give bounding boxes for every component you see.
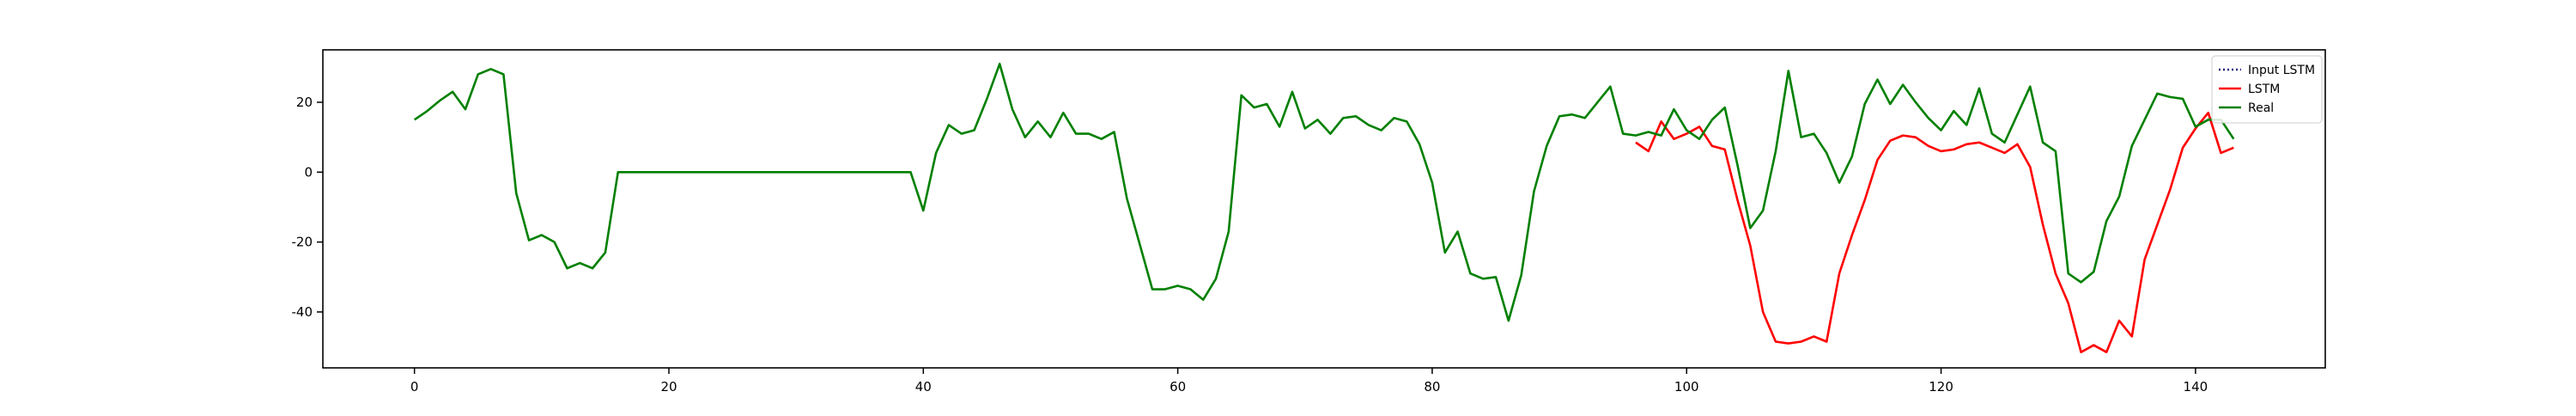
y-tick-label: 20 bbox=[296, 95, 313, 110]
y-tick-label: -40 bbox=[292, 304, 313, 320]
x-tick-label: 100 bbox=[1674, 379, 1699, 395]
x-tick-label: 60 bbox=[1170, 379, 1186, 395]
legend: Input LSTM LSTM Real bbox=[2211, 55, 2323, 124]
x-tick-label: 20 bbox=[660, 379, 677, 395]
legend-label: LSTM bbox=[2248, 83, 2280, 96]
x-tick-label: 120 bbox=[1929, 379, 1953, 395]
x-tick-label: 80 bbox=[1424, 379, 1440, 395]
series-line-lstm bbox=[1635, 111, 2234, 354]
y-tick-label: 0 bbox=[304, 164, 313, 180]
x-tick-label: 140 bbox=[2184, 379, 2208, 395]
series-line-real bbox=[413, 62, 2235, 322]
series-layer bbox=[413, 62, 2235, 354]
legend-box bbox=[2211, 55, 2323, 124]
y-tick-label: -20 bbox=[292, 235, 313, 250]
x-tick-label: 40 bbox=[915, 379, 932, 395]
x-tick-label: 0 bbox=[410, 379, 419, 395]
x-axis: 0 20 40 60 80 100 120 140 bbox=[410, 368, 2208, 395]
legend-label: Input LSTM bbox=[2248, 64, 2315, 77]
y-axis: -40 -20 0 20 bbox=[292, 95, 323, 320]
legend-label: Real bbox=[2248, 101, 2274, 115]
plot-frame bbox=[322, 49, 2326, 369]
